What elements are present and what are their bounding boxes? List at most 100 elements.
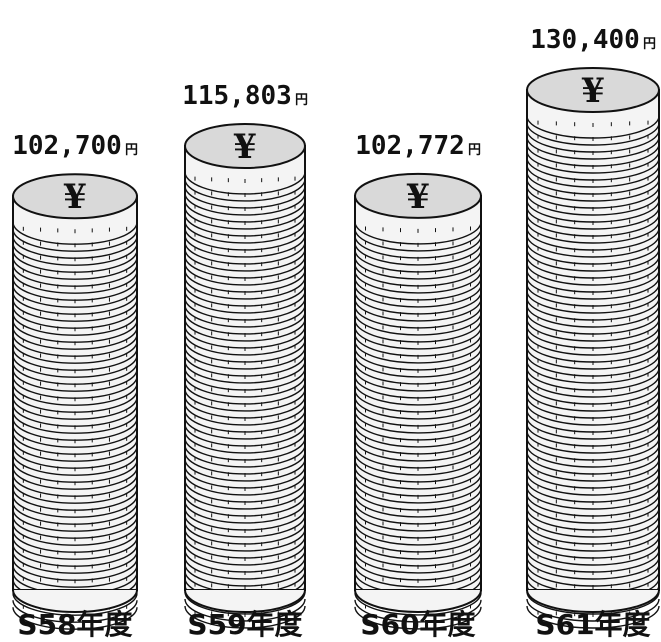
coin-edge xyxy=(526,500,660,524)
coin-edge xyxy=(12,411,138,434)
coin-edge xyxy=(12,551,138,574)
coin-edge xyxy=(354,599,482,623)
coin-edge xyxy=(354,564,482,588)
coin-edge xyxy=(526,360,660,384)
coin-edge xyxy=(12,509,138,532)
coin-edge xyxy=(526,556,660,580)
coin-edge xyxy=(526,605,660,629)
coin-edge xyxy=(526,122,660,146)
category-label: S58年度 xyxy=(17,608,132,641)
coin-edge xyxy=(526,290,660,314)
coin-edge xyxy=(184,542,306,566)
coin-edge xyxy=(184,360,306,384)
coin-edge xyxy=(12,355,138,378)
coin-edge xyxy=(526,388,660,412)
coin-edge xyxy=(12,257,138,280)
coin-edge xyxy=(184,500,306,524)
coin-edge xyxy=(12,313,138,336)
coin-edge xyxy=(526,150,660,174)
coin-edge xyxy=(526,164,660,188)
coin-edge xyxy=(184,556,306,580)
coin-edge xyxy=(526,248,660,272)
coin-edge xyxy=(12,537,138,560)
coin-stack-base xyxy=(184,589,306,613)
coin-edge xyxy=(12,439,138,462)
coin-edge xyxy=(184,206,306,230)
coin-edge xyxy=(12,285,138,308)
coin-top-face xyxy=(526,67,660,113)
coin-edge xyxy=(526,514,660,538)
coin-edge xyxy=(184,605,306,629)
coin-stack: ¥ xyxy=(526,67,660,629)
coin-edge xyxy=(354,298,482,322)
coin-edge xyxy=(184,220,306,244)
data-label: 115,803 xyxy=(182,81,292,111)
coin-edge xyxy=(12,299,138,322)
coin-stack-base xyxy=(526,589,660,613)
coin-edge xyxy=(526,402,660,426)
coin-edge xyxy=(354,396,482,420)
coin-edge xyxy=(354,368,482,392)
coin-edge xyxy=(184,290,306,314)
coin-edge xyxy=(12,467,138,490)
coin-edge xyxy=(184,192,306,216)
coin-edge xyxy=(12,600,138,623)
coin-edge xyxy=(354,410,482,434)
coin-edge xyxy=(354,536,482,560)
yen-icon: ¥ xyxy=(63,177,87,217)
coin-edge xyxy=(354,326,482,350)
coin-edge xyxy=(526,598,660,622)
coin-edge xyxy=(12,369,138,392)
coin-stack-base xyxy=(354,589,482,613)
coin-edge xyxy=(354,382,482,406)
coin-edge xyxy=(526,416,660,440)
coin-edge xyxy=(184,262,306,286)
coin-edge xyxy=(354,508,482,532)
coin-edge xyxy=(12,593,138,616)
coin-edge xyxy=(12,243,138,266)
data-label-unit: 円 xyxy=(643,37,656,52)
coin-edge xyxy=(526,472,660,496)
coin-edge xyxy=(354,522,482,546)
coin-edge xyxy=(526,444,660,468)
coin-edge xyxy=(354,312,482,336)
coin-edge xyxy=(12,341,138,364)
coin-edge xyxy=(184,388,306,412)
coin-edge xyxy=(526,192,660,216)
coin-edge xyxy=(526,178,660,202)
coin-edge xyxy=(354,228,482,252)
coin-edge xyxy=(184,458,306,482)
coin-edge xyxy=(12,565,138,588)
data-label: 102,700 xyxy=(12,131,122,161)
coin-edge xyxy=(354,438,482,462)
coin-edge xyxy=(12,397,138,420)
coin-edge xyxy=(526,332,660,356)
coin-edge xyxy=(354,424,482,448)
category-label: S61年度 xyxy=(535,608,650,641)
coin-edge xyxy=(12,607,138,630)
coin-top-face xyxy=(354,172,482,219)
coin-stack-base xyxy=(12,589,138,613)
coin-edge xyxy=(184,234,306,258)
coin-edge xyxy=(12,495,138,518)
coin-edge xyxy=(354,550,482,574)
coin-edge xyxy=(184,430,306,454)
coin-top-face xyxy=(12,173,138,220)
coin-edge xyxy=(12,523,138,546)
coin-edge xyxy=(12,453,138,476)
coin-edge xyxy=(184,472,306,496)
coin-edge xyxy=(526,234,660,258)
coin-edge xyxy=(354,466,482,490)
coin-edge xyxy=(526,318,660,342)
coin-edge xyxy=(184,402,306,426)
coin-stack: ¥ xyxy=(354,172,482,630)
coin-edge xyxy=(184,304,306,328)
coin-edge xyxy=(526,374,660,398)
coin-edge xyxy=(526,136,660,160)
coin-edge xyxy=(12,425,138,448)
data-label-unit: 円 xyxy=(295,93,308,108)
coin-edge xyxy=(184,514,306,538)
coin-edge xyxy=(354,592,482,616)
coin-stack: ¥ xyxy=(12,173,138,630)
